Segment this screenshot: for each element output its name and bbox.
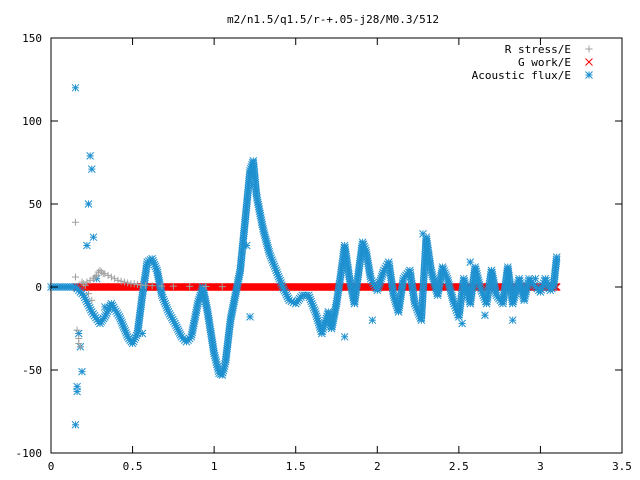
acoustic-flux-point — [73, 382, 81, 391]
acoustic-flux-point — [340, 332, 349, 341]
chart-title: m2/n1.5/q1.5/r-+.05-j28/M0.3/512 — [227, 13, 439, 26]
series-acoustic-flux — [47, 83, 561, 429]
y-axis: -100 -50 0 50 100 150 — [16, 32, 622, 460]
r-stress-point — [186, 282, 194, 290]
legend-marker — [585, 45, 593, 53]
x-tick-label: 2.5 — [449, 460, 469, 473]
r-stress-point — [89, 275, 97, 283]
y-tick-label: 50 — [29, 198, 42, 211]
r-stress-point — [202, 283, 210, 291]
legend-label: G work/E — [518, 56, 571, 69]
r-stress-point — [158, 282, 166, 290]
acoustic-flux-point — [246, 313, 254, 321]
r-stress-point — [120, 278, 128, 286]
r-stress-point — [80, 280, 88, 288]
acoustic-flux-point — [508, 316, 517, 325]
series-r-stress — [71, 218, 226, 351]
legend-marker — [585, 58, 593, 66]
r-stress-point — [148, 282, 156, 290]
r-stress-point — [71, 218, 79, 226]
y-tick-label: 150 — [22, 32, 42, 45]
x-tick-label: 1.5 — [286, 460, 306, 473]
r-stress-point — [107, 273, 115, 281]
acoustic-flux-point — [84, 200, 93, 208]
acoustic-flux-point — [89, 233, 98, 242]
r-stress-point — [71, 273, 79, 281]
acoustic-flux-point — [466, 258, 475, 266]
acoustic-flux-point — [419, 230, 427, 238]
acoustic-flux-point — [552, 253, 561, 261]
acoustic-flux-point — [242, 241, 251, 250]
x-axis: 0 0.5 1 1.5 2 2.5 3 3.5 — [48, 38, 632, 473]
acoustic-flux-point — [87, 165, 96, 173]
x-tick-label: 3 — [537, 460, 544, 473]
r-stress-point — [91, 273, 99, 281]
acoustic-flux-point — [100, 303, 109, 311]
r-stress-point — [101, 270, 109, 278]
legend-marker — [585, 71, 593, 79]
y-tick-label: -50 — [22, 364, 42, 377]
acoustic-flux-point — [83, 241, 91, 250]
legend-label: Acoustic flux/E — [472, 69, 571, 82]
plot-frame — [50, 37, 623, 454]
r-stress-point — [83, 278, 91, 286]
acoustic-flux-point — [78, 367, 86, 376]
acoustic-flux-point — [74, 329, 83, 338]
x-tick-label: 3.5 — [612, 460, 632, 473]
y-tick-label: 100 — [22, 115, 42, 128]
r-stress-point — [142, 281, 150, 289]
acoustic-flux-point — [86, 152, 95, 160]
r-stress-point — [88, 296, 96, 304]
y-tick-label: -100 — [16, 447, 43, 460]
acoustic-flux-point — [138, 329, 147, 338]
y-tick-label: 0 — [35, 281, 42, 294]
legend-label: R stress/E — [505, 43, 571, 56]
r-stress-point — [75, 339, 83, 347]
r-stress-point — [104, 271, 112, 279]
acoustic-flux-point — [481, 311, 489, 320]
r-stress-point — [86, 276, 94, 284]
r-stress-point — [130, 280, 138, 288]
r-stress-point — [85, 290, 93, 298]
r-stress-point — [98, 268, 106, 276]
r-stress-point — [81, 281, 89, 289]
r-stress-point — [117, 277, 125, 285]
r-stress-point — [218, 283, 226, 291]
x-tick-label: 2 — [374, 460, 381, 473]
r-stress-point — [124, 279, 132, 287]
x-tick-label: 1 — [211, 460, 218, 473]
r-stress-point — [96, 266, 104, 274]
r-stress-point — [76, 343, 84, 351]
x-tick-label: 0 — [48, 460, 55, 473]
r-stress-point — [114, 276, 122, 284]
acoustic-flux-point — [71, 420, 80, 429]
acoustic-flux-point — [531, 274, 540, 283]
x-tick-label: 0.5 — [123, 460, 143, 473]
r-stress-point — [73, 326, 81, 334]
acoustic-flux-point — [71, 83, 80, 92]
r-stress-point — [169, 282, 177, 290]
acoustic-flux-point — [458, 319, 466, 328]
plot-marks — [47, 83, 561, 429]
r-stress-point — [111, 275, 119, 283]
acoustic-flux-point — [368, 316, 377, 325]
r-stress-point — [93, 271, 101, 279]
